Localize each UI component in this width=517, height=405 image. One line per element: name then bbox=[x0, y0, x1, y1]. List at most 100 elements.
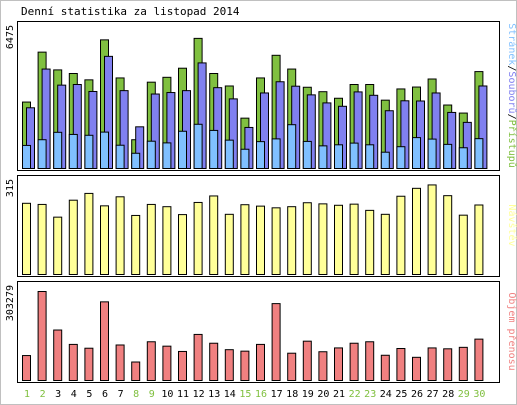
day-label-10: 10 bbox=[161, 389, 173, 400]
bar-visits-day-4 bbox=[68, 199, 78, 275]
legend-part-0-3: / bbox=[506, 114, 517, 120]
bar-transfer-day-1 bbox=[22, 355, 31, 381]
legend-label-visits: Návštěv bbox=[506, 204, 517, 246]
bar-transfer-day-5 bbox=[84, 347, 94, 381]
day-label-13: 13 bbox=[208, 389, 220, 400]
bar-strnek-day-17 bbox=[271, 138, 281, 169]
day-label-18: 18 bbox=[286, 389, 298, 400]
panel-transfer: 303279 Objem přenosu bbox=[5, 281, 517, 383]
bar-transfer-day-19 bbox=[302, 340, 312, 382]
bar-strnek-day-27 bbox=[427, 138, 437, 170]
bar-transfer-day-10 bbox=[162, 345, 172, 382]
bar-strnek-day-23 bbox=[365, 144, 375, 170]
bar-strnek-day-13 bbox=[209, 129, 219, 169]
bar-strnek-day-15 bbox=[240, 148, 250, 169]
bar-strnek-day-19 bbox=[302, 140, 312, 169]
bar-visits-day-17 bbox=[271, 207, 281, 275]
bar-transfer-day-13 bbox=[209, 342, 219, 381]
day-label-16: 16 bbox=[255, 389, 267, 400]
bar-visits-day-8 bbox=[131, 214, 141, 275]
bar-visits-day-24 bbox=[380, 213, 390, 275]
bar-strnek-day-12 bbox=[193, 123, 203, 169]
bar-transfer-day-2 bbox=[37, 291, 47, 381]
bar-transfer-day-30 bbox=[474, 338, 484, 381]
day-label-23: 23 bbox=[364, 389, 376, 400]
day-label-20: 20 bbox=[317, 389, 329, 400]
bar-transfer-day-12 bbox=[193, 333, 203, 381]
bar-visits-day-23 bbox=[365, 209, 375, 275]
bar-visits-day-1 bbox=[22, 202, 31, 275]
day-label-6: 6 bbox=[102, 389, 108, 400]
bar-transfer-day-27 bbox=[427, 347, 437, 381]
bar-visits-day-25 bbox=[396, 195, 406, 275]
day-label-29: 29 bbox=[458, 389, 470, 400]
day-label-15: 15 bbox=[239, 389, 251, 400]
legend-part-0-1: / bbox=[506, 65, 517, 71]
bar-transfer-day-11 bbox=[178, 350, 187, 381]
bar-transfer-day-26 bbox=[412, 356, 421, 381]
bar-transfer-day-9 bbox=[146, 341, 156, 382]
legend-part-0-4: Přístupů bbox=[506, 120, 517, 168]
day-label-1: 1 bbox=[24, 389, 30, 400]
day-label-14: 14 bbox=[224, 389, 236, 400]
bar-visits-day-16 bbox=[256, 205, 265, 275]
day-label-30: 30 bbox=[473, 389, 485, 400]
bar-visits-day-18 bbox=[287, 206, 297, 275]
bar-strnek-day-10 bbox=[162, 142, 172, 169]
day-label-19: 19 bbox=[302, 389, 314, 400]
bar-transfer-day-21 bbox=[334, 347, 343, 381]
bar-strnek-day-8 bbox=[131, 152, 141, 169]
bar-visits-day-19 bbox=[302, 202, 312, 275]
bar-visits-day-29 bbox=[458, 214, 468, 276]
legend-part-1-0: Návštěv bbox=[506, 204, 517, 246]
bar-visits-day-2 bbox=[37, 203, 47, 275]
bar-strnek-day-28 bbox=[443, 143, 453, 169]
bar-strnek-day-21 bbox=[334, 144, 343, 170]
bar-visits-day-6 bbox=[100, 205, 109, 275]
bar-strnek-day-2 bbox=[37, 139, 47, 170]
chart-title: Denní statistika za listopad 2014 bbox=[21, 5, 240, 18]
bar-strnek-day-20 bbox=[318, 145, 328, 169]
bar-transfer-day-3 bbox=[53, 329, 63, 381]
day-label-3: 3 bbox=[55, 389, 61, 400]
bar-visits-day-5 bbox=[84, 192, 94, 276]
day-label-2: 2 bbox=[40, 389, 46, 400]
bar-strnek-day-4 bbox=[68, 133, 78, 169]
bar-strnek-day-5 bbox=[84, 134, 94, 169]
day-label-5: 5 bbox=[86, 389, 92, 400]
day-label-7: 7 bbox=[118, 389, 124, 400]
bar-visits-day-21 bbox=[334, 204, 343, 275]
bar-visits-day-30 bbox=[474, 204, 484, 275]
bar-strnek-day-24 bbox=[380, 151, 390, 170]
bar-visits-day-11 bbox=[178, 214, 187, 276]
bar-transfer-day-28 bbox=[443, 348, 453, 381]
panel-hits-files-pages: 6475 Stránek/Souborů/Přístupů bbox=[5, 21, 517, 171]
bar-strnek-day-11 bbox=[178, 130, 187, 169]
bar-strnek-day-1 bbox=[22, 144, 31, 170]
day-label-8: 8 bbox=[133, 389, 139, 400]
bar-visits-day-14 bbox=[224, 213, 234, 275]
bar-strnek-day-26 bbox=[412, 137, 421, 170]
ymax-label-visits: 315 bbox=[5, 179, 16, 197]
bar-visits-day-13 bbox=[209, 195, 219, 275]
bar-transfer-day-17 bbox=[271, 303, 281, 382]
ymax-label-transfer: 303279 bbox=[5, 285, 16, 321]
bar-visits-day-3 bbox=[53, 216, 63, 275]
bar-transfer-day-18 bbox=[287, 352, 297, 382]
legend-part-0-2: Souborů bbox=[506, 71, 517, 113]
legend-label-transfer: Objem přenosu bbox=[506, 292, 517, 370]
legend-part-2-0: Objem přenosu bbox=[506, 292, 517, 370]
bar-strnek-day-6 bbox=[100, 131, 109, 170]
bar-strnek-day-29 bbox=[458, 147, 468, 169]
bar-transfer-day-20 bbox=[318, 351, 328, 381]
bar-strnek-day-9 bbox=[146, 140, 156, 170]
day-label-22: 22 bbox=[349, 389, 361, 400]
day-label-28: 28 bbox=[442, 389, 454, 400]
bar-strnek-day-22 bbox=[349, 142, 359, 169]
bar-visits-day-22 bbox=[349, 203, 359, 275]
bar-visits-day-27 bbox=[427, 184, 437, 275]
bar-visits-day-7 bbox=[115, 196, 125, 275]
bar-visits-day-9 bbox=[146, 203, 156, 275]
bar-strnek-day-18 bbox=[287, 124, 297, 169]
bar-transfer-day-8 bbox=[131, 361, 141, 382]
